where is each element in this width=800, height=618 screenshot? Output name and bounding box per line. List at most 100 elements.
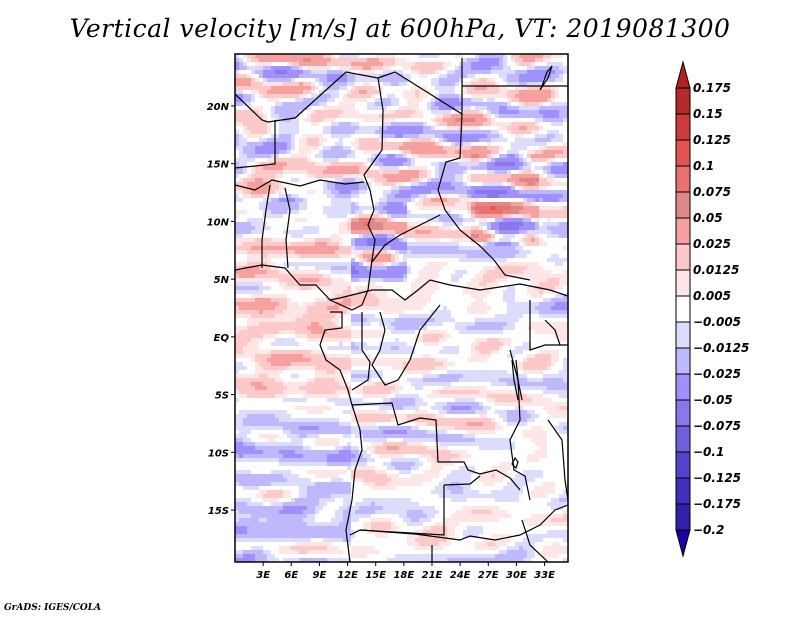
field-cell bbox=[459, 98, 463, 102]
field-cell bbox=[343, 326, 347, 330]
field-cell bbox=[391, 362, 395, 366]
field-cell bbox=[319, 350, 323, 354]
field-cell bbox=[319, 298, 323, 302]
field-cell bbox=[251, 90, 255, 94]
field-cell bbox=[387, 162, 391, 166]
field-cell bbox=[283, 106, 287, 110]
field-cell bbox=[543, 314, 547, 318]
field-cell bbox=[251, 134, 255, 138]
field-cell bbox=[283, 86, 287, 90]
field-cell bbox=[375, 210, 379, 214]
field-cell bbox=[291, 210, 295, 214]
field-cell bbox=[311, 86, 315, 90]
field-cell bbox=[363, 94, 367, 98]
field-cell bbox=[355, 54, 359, 58]
field-cell bbox=[259, 174, 263, 178]
field-cell bbox=[503, 178, 507, 182]
field-cell bbox=[379, 230, 383, 234]
field-cell bbox=[235, 82, 239, 86]
field-cell bbox=[555, 90, 559, 94]
field-cell bbox=[295, 334, 299, 338]
field-cell bbox=[487, 230, 491, 234]
field-cell bbox=[287, 86, 291, 90]
field-cell bbox=[399, 186, 403, 190]
field-cell bbox=[423, 94, 427, 98]
field-cell bbox=[499, 114, 503, 118]
field-cell bbox=[319, 98, 323, 102]
field-cell bbox=[507, 322, 511, 326]
field-cell bbox=[347, 298, 351, 302]
field-cell bbox=[255, 78, 259, 82]
field-cell bbox=[299, 54, 303, 58]
field-cell bbox=[291, 262, 295, 266]
field-cell bbox=[331, 170, 335, 174]
field-cell bbox=[495, 346, 499, 350]
field-cell bbox=[243, 374, 247, 378]
field-cell bbox=[507, 246, 511, 250]
field-cell bbox=[475, 130, 479, 134]
field-cell bbox=[327, 322, 331, 326]
field-cell bbox=[323, 126, 327, 130]
field-cell bbox=[295, 310, 299, 314]
field-cell bbox=[535, 110, 539, 114]
field-cell bbox=[291, 114, 295, 118]
field-cell bbox=[299, 58, 303, 62]
field-cell bbox=[411, 126, 415, 130]
field-cell bbox=[259, 82, 263, 86]
field-cell bbox=[339, 154, 343, 158]
field-cell bbox=[431, 138, 435, 142]
field-cell bbox=[547, 258, 551, 262]
field-cell bbox=[355, 318, 359, 322]
field-cell bbox=[367, 246, 371, 250]
field-cell bbox=[479, 234, 483, 238]
field-cell bbox=[383, 310, 387, 314]
field-cell bbox=[287, 142, 291, 146]
field-cell bbox=[355, 246, 359, 250]
field-cell bbox=[387, 126, 391, 130]
field-cell bbox=[435, 102, 439, 106]
field-cell bbox=[467, 226, 471, 230]
field-cell bbox=[411, 62, 415, 66]
field-cell bbox=[299, 350, 303, 354]
field-cell bbox=[251, 178, 255, 182]
field-cell bbox=[471, 166, 475, 170]
field-cell bbox=[511, 310, 515, 314]
field-cell bbox=[263, 322, 267, 326]
field-cell bbox=[499, 62, 503, 66]
field-cell bbox=[563, 226, 567, 230]
field-cell bbox=[511, 190, 515, 194]
field-cell bbox=[355, 254, 359, 258]
field-cell bbox=[559, 210, 563, 214]
field-cell bbox=[419, 214, 423, 218]
field-cell bbox=[267, 198, 271, 202]
field-cell bbox=[239, 334, 243, 338]
field-cell bbox=[339, 202, 343, 206]
field-cell bbox=[295, 130, 299, 134]
field-cell bbox=[499, 190, 503, 194]
field-cell bbox=[531, 206, 535, 210]
field-cell bbox=[327, 58, 331, 62]
field-cell bbox=[435, 238, 439, 242]
field-cell bbox=[495, 86, 499, 90]
field-cell bbox=[307, 310, 311, 314]
field-cell bbox=[387, 182, 391, 186]
field-cell bbox=[383, 322, 387, 326]
field-cell bbox=[239, 94, 243, 98]
field-cell bbox=[451, 206, 455, 210]
field-cell bbox=[439, 122, 443, 126]
field-cell bbox=[423, 130, 427, 134]
field-cell bbox=[259, 138, 263, 142]
field-cell bbox=[295, 158, 299, 162]
field-cell bbox=[455, 170, 459, 174]
field-cell bbox=[475, 206, 479, 210]
field-cell bbox=[335, 266, 339, 270]
field-cell bbox=[415, 186, 419, 190]
field-cell bbox=[275, 110, 279, 114]
field-cell bbox=[551, 90, 555, 94]
field-cell bbox=[387, 318, 391, 322]
field-cell bbox=[503, 238, 507, 242]
field-cell bbox=[523, 358, 527, 362]
field-cell bbox=[503, 222, 507, 226]
field-cell bbox=[483, 306, 487, 310]
field-cell bbox=[451, 166, 455, 170]
